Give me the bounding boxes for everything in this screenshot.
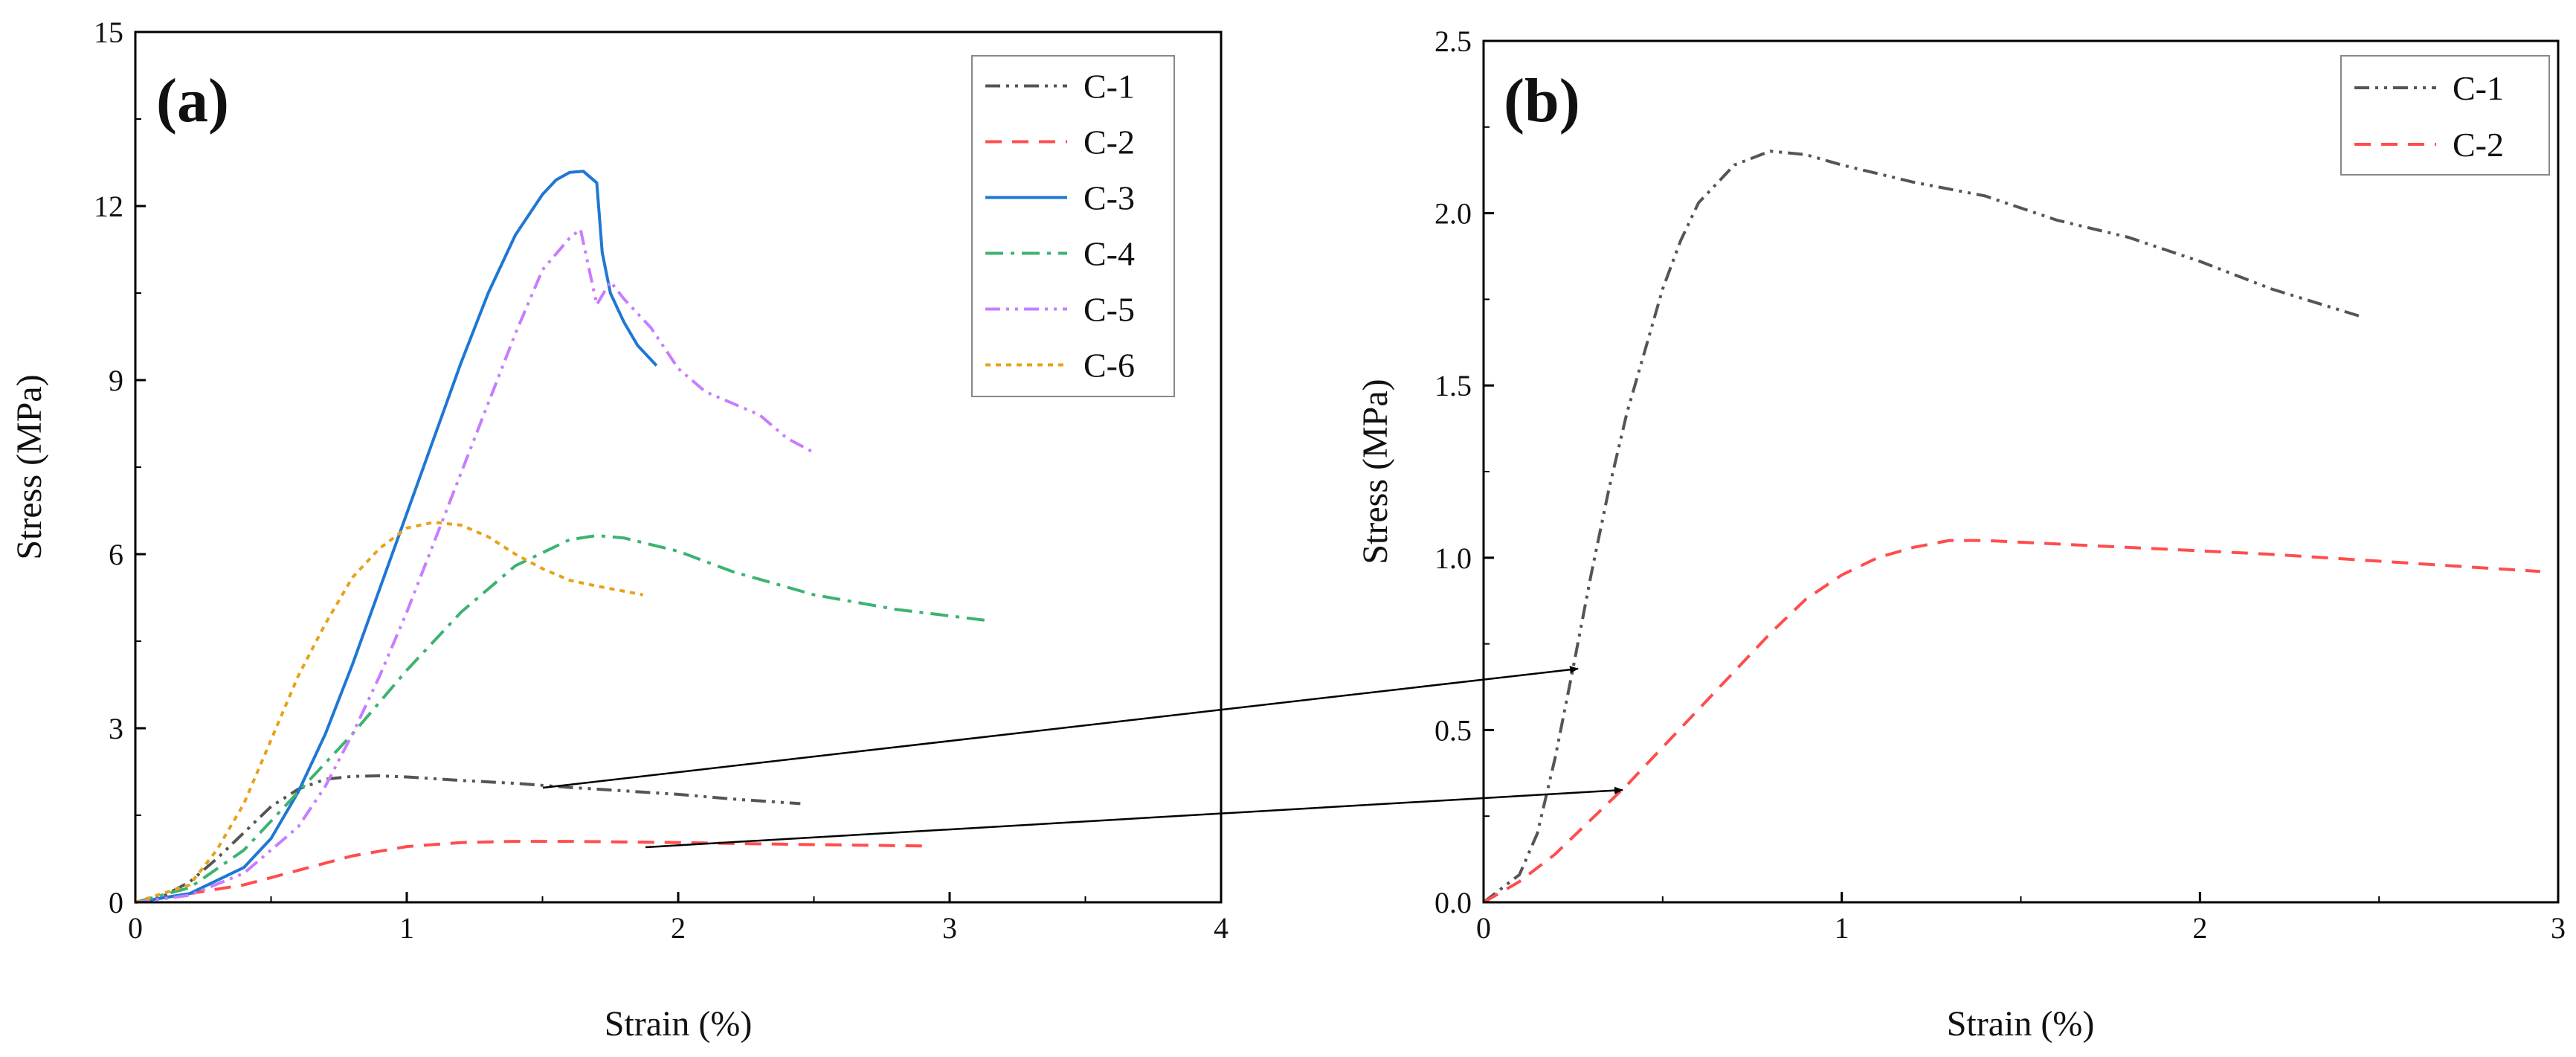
panel-b-series-c-1 [1482, 150, 2362, 904]
panel-b-y-tick-label: 2.5 [1434, 25, 1472, 58]
panel-b-label: (b) [1504, 66, 1580, 135]
panel-a-label: (a) [156, 66, 229, 135]
panel-a-y-tick-label: 0 [109, 886, 123, 919]
panel-a-legend-label-c-4: C-4 [1083, 235, 1135, 273]
panel-a-y-tick-label: 3 [109, 712, 123, 745]
panel-a-series [135, 170, 991, 904]
panel-b-series-c-2 [1483, 539, 2541, 904]
panel-b-y-tick-label: 1.5 [1434, 369, 1472, 402]
panel-a-x-tick-label: 1 [399, 911, 414, 945]
panel-a-legend-label-c-1: C-1 [1083, 68, 1135, 106]
panel-b-x-tick-label: 0 [1476, 911, 1491, 945]
panel-a-legend: C-1 C-2 C-3 C-4 C-5 C-6 [971, 55, 1175, 397]
panel-b-legend: C-1 C-2 [2340, 55, 2550, 176]
panel-a-y-tick-label: 6 [109, 538, 123, 571]
panel-b-x-tick-label: 2 [2192, 911, 2207, 945]
panel-b-x-axis-title: Strain (%) [1947, 1004, 2095, 1044]
panel-a-legend-label-c-6: C-6 [1083, 347, 1135, 385]
panel-a-x-tick-label: 2 [671, 911, 686, 945]
panel-b-x-tick-label: 1 [1835, 911, 1849, 945]
panel-b-legend-label-c-1: C-1 [2453, 69, 2504, 107]
panel-b-legend-label-c-2: C-2 [2453, 126, 2504, 164]
panel-a-x-tick-label: 3 [942, 911, 957, 945]
panel-a-legend-label-c-3: C-3 [1083, 179, 1135, 217]
panel-b-y-tick-label: 1.0 [1434, 542, 1472, 575]
chart-panel-b: 0 1 2 3 0.0 0.5 1.0 1.5 2.0 2.5 (b) Strain (%) St… [1356, 25, 2566, 1044]
arrow-c2-link [645, 786, 1623, 849]
panel-a-y-tick-label: 12 [94, 190, 123, 223]
panel-a-series-c-6 [135, 521, 643, 904]
panel-b-ticks: 0 1 2 3 0.0 0.5 1.0 1.5 2.0 2.5 [1434, 25, 2566, 945]
panel-b-y-tick-label: 0.0 [1434, 886, 1472, 919]
panel-a-y-axis-title: Stress (MPa) [10, 374, 49, 559]
panel-a-series-c-3 [135, 170, 658, 904]
panel-a-y-tick-label: 15 [94, 16, 123, 49]
panel-b-series [1482, 150, 2541, 904]
panel-b-y-tick-label: 0.5 [1434, 713, 1472, 747]
panel-a-x-tick-label: 0 [128, 911, 143, 945]
panel-a-series-c-2 [135, 840, 923, 904]
panel-a-legend-label-c-5: C-5 [1083, 291, 1135, 329]
panel-a-series-c-4 [135, 534, 991, 904]
panel-a-series-c-5 [135, 228, 815, 904]
panel-b-x-tick-label: 3 [2551, 911, 2566, 945]
panel-a-y-tick-label: 9 [109, 364, 123, 397]
panel-b-legend-box [2340, 55, 2550, 176]
panel-b-y-axis-title: Stress (MPa) [1356, 379, 1395, 564]
panel-a-legend-box [971, 55, 1175, 397]
arrow-c1-link [542, 666, 1579, 789]
panel-a-legend-label-c-2: C-2 [1083, 123, 1135, 161]
panel-a-x-tick-label: 4 [1214, 911, 1229, 945]
panel-a-x-axis-title: Strain (%) [605, 1004, 753, 1044]
panel-b-y-tick-label: 2.0 [1434, 197, 1472, 231]
panel-a-series-c-1 [135, 774, 801, 904]
